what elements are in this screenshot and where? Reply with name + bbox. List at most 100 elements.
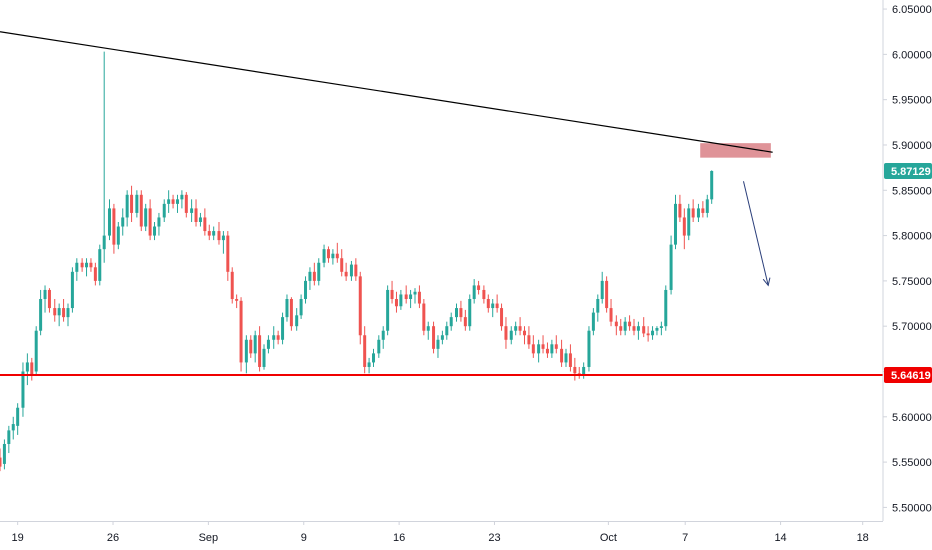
resistance-zone[interactable]	[700, 143, 771, 158]
candle-body	[432, 326, 436, 349]
candle	[85, 258, 89, 277]
candles-layer	[0, 51, 714, 472]
candle-body	[477, 285, 481, 290]
candle-body	[102, 235, 106, 250]
candle	[482, 285, 486, 304]
candle-body	[664, 289, 668, 327]
price-tick-label: 6.00000	[892, 49, 932, 61]
candle	[30, 357, 34, 381]
candle-body	[299, 299, 303, 316]
price-tick-label: 5.85000	[892, 185, 932, 197]
candle-body	[449, 317, 453, 327]
candle	[244, 335, 248, 374]
candle	[609, 299, 613, 327]
candle-body	[600, 280, 604, 300]
price-axis[interactable]: 6.05000 6.00000 5.95000 5.90000 5.85000 5.800…	[883, 4, 932, 514]
candle-body	[162, 203, 166, 218]
candle-body	[2, 443, 6, 464]
candle	[587, 326, 591, 372]
candle	[377, 335, 381, 358]
candle-body	[413, 291, 417, 295]
down-arrow-shaft[interactable]	[742, 181, 769, 286]
candle	[600, 271, 604, 304]
candle-body	[358, 276, 362, 336]
candle-body	[180, 194, 184, 200]
candle	[289, 297, 293, 331]
candle	[363, 326, 367, 374]
candle	[619, 318, 623, 336]
candle-body	[239, 300, 243, 363]
candle-body	[304, 280, 308, 300]
candle-body	[363, 335, 367, 367]
candle	[116, 221, 120, 250]
candle-body	[144, 208, 148, 227]
candle	[614, 315, 618, 336]
candle	[705, 194, 709, 218]
candle	[2, 439, 6, 470]
candle-body	[628, 321, 632, 327]
candle	[16, 403, 20, 435]
candle	[75, 258, 79, 281]
candle-body	[619, 326, 623, 331]
candle	[299, 294, 303, 319]
candle	[523, 326, 527, 345]
candle	[605, 276, 609, 313]
candle	[253, 330, 257, 363]
candle	[62, 299, 66, 322]
candle	[564, 348, 568, 367]
candle-body	[93, 267, 97, 281]
candle	[326, 246, 330, 263]
candle	[541, 335, 545, 354]
candle	[212, 226, 216, 241]
candle-body	[354, 264, 358, 277]
candle-body	[212, 231, 216, 236]
candle-body	[116, 226, 120, 245]
candle-body	[673, 203, 677, 245]
candle	[596, 294, 600, 322]
candle-body	[43, 289, 47, 300]
drawings-layer	[0, 31, 883, 376]
candle	[399, 289, 403, 310]
candle	[43, 285, 47, 313]
time-tick-label: Oct	[600, 532, 617, 544]
candle	[432, 321, 436, 354]
time-tick-label: 19	[12, 532, 24, 544]
candle-body	[682, 217, 686, 236]
candle	[573, 357, 577, 381]
time-tick-label: 18	[857, 532, 869, 544]
candle	[409, 289, 413, 309]
candle	[527, 326, 531, 349]
candle	[25, 353, 29, 386]
candle	[445, 321, 449, 340]
candle-body	[659, 326, 663, 329]
candle	[550, 339, 554, 358]
candle	[477, 280, 481, 295]
candle	[701, 201, 705, 218]
candle-body	[344, 271, 348, 277]
candle	[335, 242, 339, 263]
time-axis[interactable]: 19 26 Sep 9 16 23 Oct 7 14 18	[12, 521, 869, 544]
time-tick-label: 9	[301, 532, 307, 544]
candle	[514, 321, 518, 336]
candle-body	[190, 208, 194, 213]
candle-body	[244, 339, 248, 363]
candle	[221, 231, 225, 254]
candle	[591, 308, 595, 336]
candle-body	[554, 344, 558, 349]
candle	[500, 303, 504, 331]
candle-body	[394, 299, 398, 307]
candle	[121, 208, 125, 236]
candle	[491, 299, 495, 318]
trendline[interactable]	[0, 31, 773, 153]
candle	[180, 190, 184, 209]
candle	[394, 291, 398, 313]
candle	[628, 315, 632, 331]
candle	[102, 51, 106, 263]
candle	[381, 326, 385, 349]
candle-body	[560, 348, 564, 363]
candle-body	[482, 289, 486, 300]
candle	[217, 221, 221, 245]
candle	[472, 279, 476, 304]
candle-body	[295, 315, 299, 327]
